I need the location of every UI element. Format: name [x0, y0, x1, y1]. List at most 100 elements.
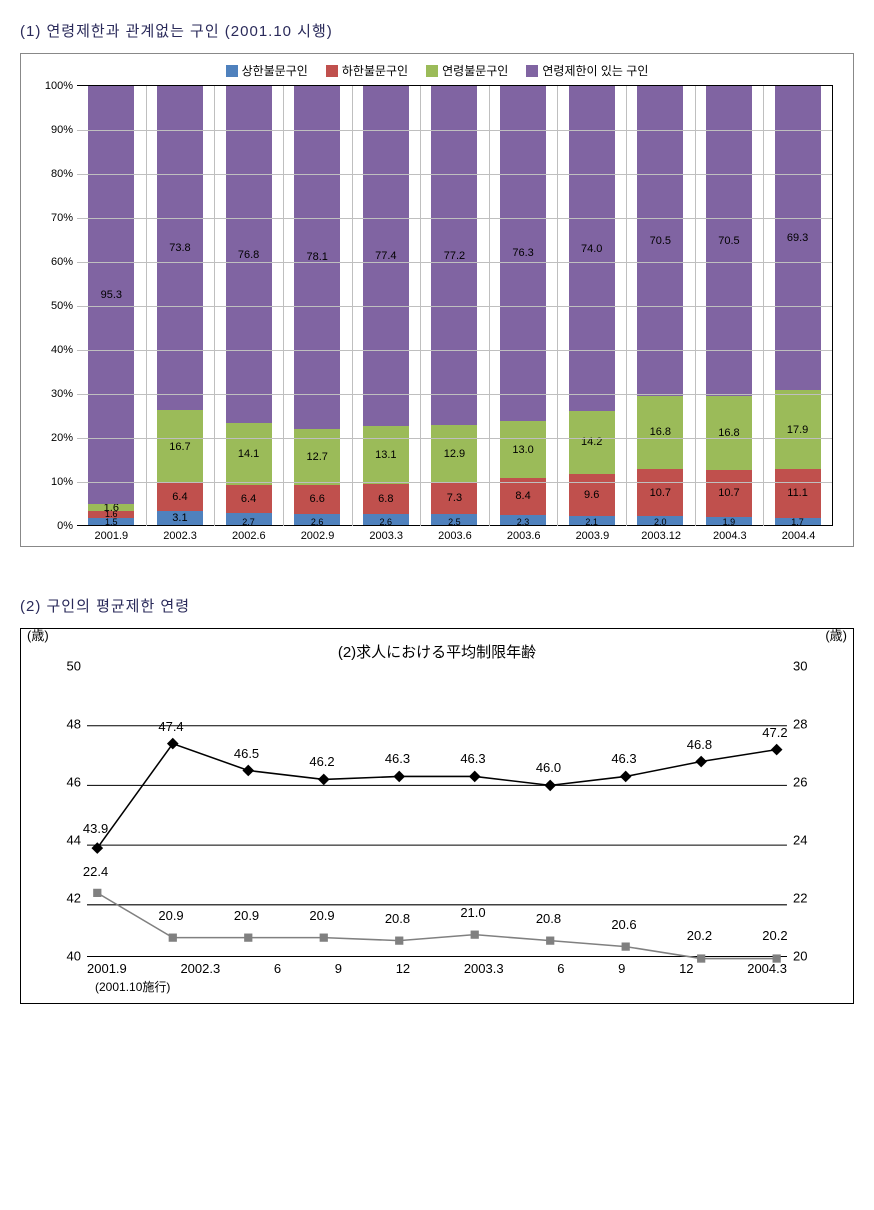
gridline — [77, 130, 832, 131]
right-axis-unit: (歳) — [825, 625, 847, 644]
bar-value-label: 1.7 — [775, 517, 821, 527]
x-axis-label: 2004.4 — [776, 530, 822, 542]
bar-segment: 7.3 — [431, 482, 477, 514]
point-label: 20.8 — [536, 911, 561, 926]
bar-segment: 77.2 — [431, 86, 477, 425]
bar-segment: 69.3 — [775, 86, 821, 390]
bar-segment: 16.8 — [706, 396, 752, 470]
bar-segment: 74.0 — [569, 86, 615, 411]
bar-value-label: 2.0 — [637, 517, 683, 527]
legend-item: 하한불문구인 — [326, 62, 408, 79]
line-chart: (歳) (歳) (2)求人における平均制限年齢 4042444648502022… — [20, 628, 854, 1004]
y-axis-label-right: 22 — [793, 891, 827, 906]
legend-item: 연령제한이 있는 구인 — [526, 62, 648, 79]
bar-value-label: 77.2 — [431, 250, 477, 262]
y-axis-label-left: 40 — [47, 949, 81, 964]
y-axis-label-left: 48 — [47, 717, 81, 732]
y-axis-label-right: 26 — [793, 775, 827, 790]
gridline — [626, 86, 627, 526]
x-axis-label: 2003.3 — [363, 530, 409, 542]
point-label: 47.2 — [762, 725, 787, 740]
legend-item: 상한불문구인 — [226, 62, 308, 79]
bar-value-label: 11.1 — [775, 487, 821, 499]
y-axis-label-right: 20 — [793, 949, 827, 964]
gridline — [489, 86, 490, 526]
bar-segment: 76.8 — [226, 86, 272, 423]
point-label: 20.9 — [309, 908, 334, 923]
bar-value-label: 6.4 — [226, 493, 272, 505]
bar-segment: 8.4 — [500, 478, 546, 515]
chart2-svg — [87, 666, 787, 965]
bar-value-label: 73.8 — [157, 242, 203, 254]
y-axis-label: 60% — [33, 256, 73, 268]
bar-segment: 2.7 — [226, 513, 272, 525]
legend-swatch — [526, 65, 538, 77]
bar-segment: 95.3 — [88, 86, 134, 504]
y-axis-label: 10% — [33, 476, 73, 488]
y-axis-label-right: 30 — [793, 659, 827, 674]
y-axis-label-left: 42 — [47, 891, 81, 906]
bar-segment: 14.1 — [226, 423, 272, 485]
bar-segment: 2.5 — [431, 514, 477, 525]
gridline — [283, 86, 284, 526]
bar-segment: 1.9 — [706, 517, 752, 525]
chart1-legend: 상한불문구인하한불문구인연령불문구인연령제한이 있는 구인 — [33, 62, 841, 79]
bar-segment: 6.8 — [363, 484, 409, 514]
point-label: 20.2 — [762, 928, 787, 943]
bar-segment: 2.1 — [569, 516, 615, 525]
gridline — [695, 86, 696, 526]
point-label: 20.9 — [158, 908, 183, 923]
bar-value-label: 76.8 — [226, 249, 272, 261]
x-axis-label: 2002.6 — [226, 530, 272, 542]
gridline — [77, 350, 832, 351]
chart1-xlabels: 2001.92002.32002.62002.92003.32003.62003… — [77, 526, 833, 542]
y-axis-label-right: 28 — [793, 717, 827, 732]
stacked-bar-chart: 상한불문구인하한불문구인연령불문구인연령제한이 있는 구인 1.51.61.69… — [20, 53, 854, 547]
bar-value-label: 6.6 — [294, 493, 340, 505]
bar-segment: 78.1 — [294, 86, 340, 429]
chart1-plot-area: 1.51.61.695.33.16.416.773.82.76.414.176.… — [77, 85, 833, 526]
y-axis-label-left: 44 — [47, 833, 81, 848]
point-label: 46.0 — [536, 760, 561, 775]
bar-segment: 76.3 — [500, 86, 546, 421]
bar-value-label: 2.6 — [363, 517, 409, 527]
gridline — [557, 86, 558, 526]
gridline — [77, 438, 832, 439]
legend-swatch — [226, 65, 238, 77]
gridline — [77, 394, 832, 395]
bar-value-label: 14.1 — [226, 448, 272, 460]
y-axis-label: 20% — [33, 432, 73, 444]
bar-segment: 6.4 — [226, 485, 272, 513]
x-axis-label: 2001.9 — [88, 530, 134, 542]
bar-segment: 3.1 — [157, 511, 203, 525]
bar-value-label: 70.5 — [637, 235, 683, 247]
bar-segment: 6.4 — [157, 483, 203, 511]
bar-segment: 12.9 — [431, 425, 477, 482]
point-label: 20.8 — [385, 911, 410, 926]
bar-value-label: 16.7 — [157, 441, 203, 453]
bar-value-label: 2.7 — [226, 517, 272, 527]
legend-label: 상한불문구인 — [242, 62, 308, 79]
bar-value-label: 2.1 — [569, 517, 615, 527]
point-label: 21.0 — [460, 905, 485, 920]
legend-swatch — [326, 65, 338, 77]
bar-value-label: 8.4 — [500, 490, 546, 502]
bar-segment: 16.8 — [637, 396, 683, 470]
point-label: 46.3 — [611, 751, 636, 766]
bar-value-label: 76.3 — [500, 247, 546, 259]
bar-value-label: 12.7 — [294, 451, 340, 463]
section1-title: (1) 연령제한과 관계없는 구인 (2001.10 시행) — [20, 20, 854, 41]
bar-value-label: 6.4 — [157, 491, 203, 503]
bar-value-label: 2.6 — [294, 517, 340, 527]
bar-value-label: 10.7 — [637, 487, 683, 499]
bar-value-label: 7.3 — [431, 492, 477, 504]
bar-segment: 13.1 — [363, 426, 409, 484]
y-axis-label-right: 24 — [793, 833, 827, 848]
point-label: 47.4 — [158, 719, 183, 734]
bar-segment: 2.0 — [637, 516, 683, 525]
bar-segment: 2.6 — [294, 514, 340, 525]
bar-segment: 16.7 — [157, 410, 203, 483]
bar-value-label: 16.8 — [637, 426, 683, 438]
y-axis-label-left: 46 — [47, 775, 81, 790]
bar-value-label: 17.9 — [775, 424, 821, 436]
